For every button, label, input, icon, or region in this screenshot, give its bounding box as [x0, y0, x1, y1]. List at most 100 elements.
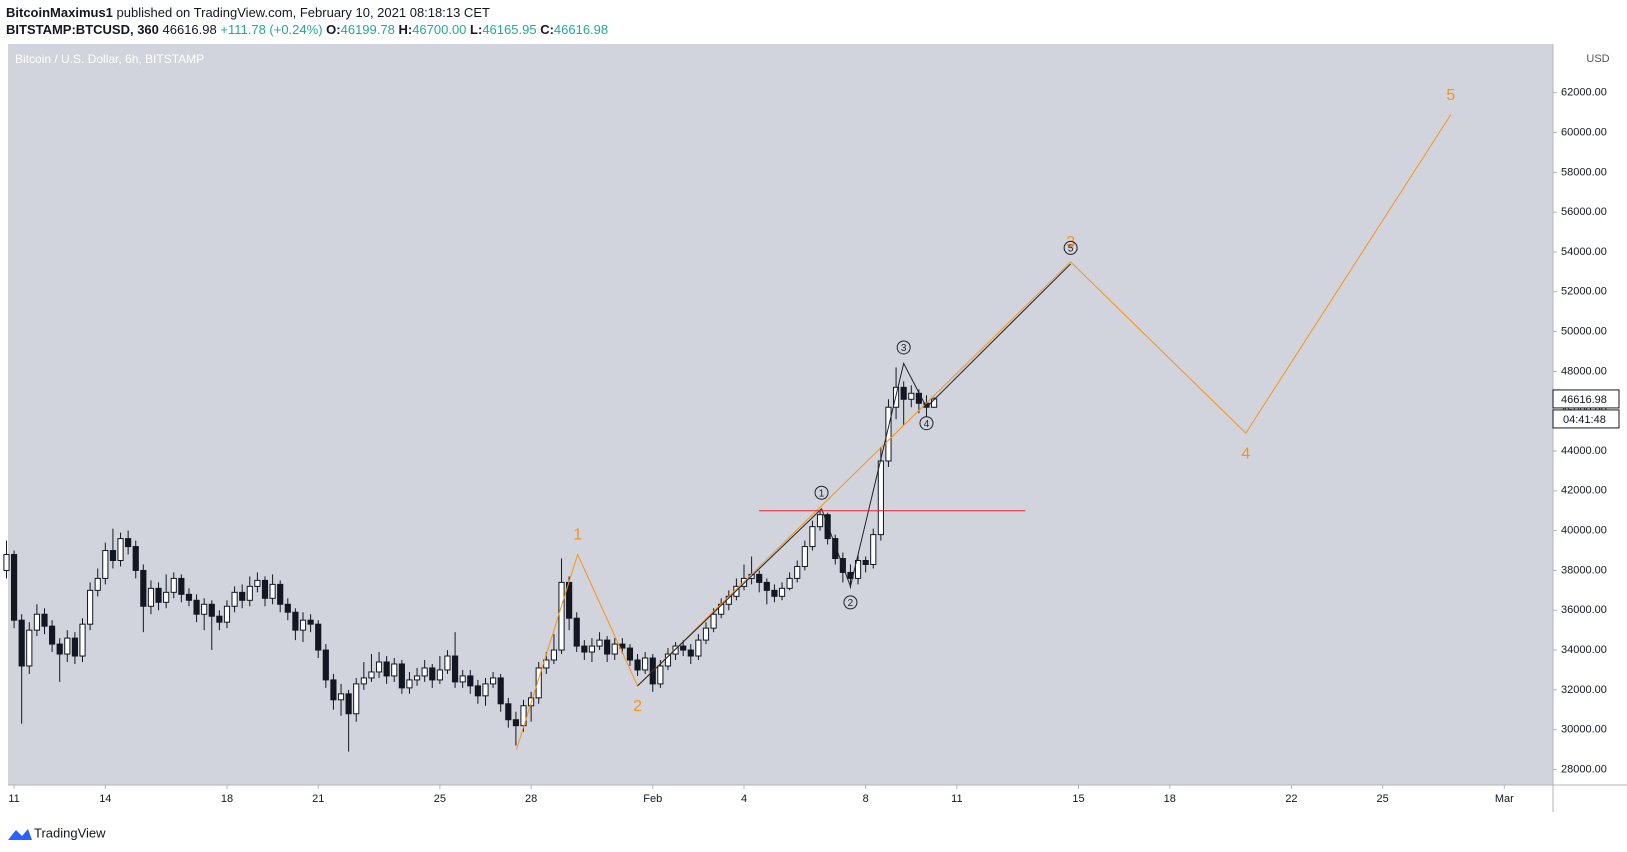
x-tick-label: 25: [434, 793, 446, 805]
candle: [353, 677, 360, 722]
candle-body: [512, 719, 519, 727]
candle-body: [854, 559, 862, 579]
x-tick-label: Feb: [643, 793, 662, 805]
candle-body: [710, 613, 717, 629]
y-tick-label: 62000.00: [1561, 87, 1607, 99]
y-tick-label: 32000.00: [1561, 684, 1607, 696]
publish-line: BitcoinMaximus1 published on TradingView…: [6, 4, 608, 21]
candle: [862, 556, 869, 573]
candle: [10, 550, 18, 629]
candle: [337, 683, 345, 716]
candle: [125, 530, 132, 555]
candle-body: [558, 581, 565, 651]
sub-wave: [637, 263, 1071, 687]
candle: [49, 620, 56, 653]
candle: [832, 534, 839, 565]
x-tick-label: 14: [99, 793, 111, 805]
candle-body: [49, 625, 56, 645]
candle-body: [239, 591, 246, 601]
candle-body: [459, 675, 466, 683]
candle: [307, 614, 314, 633]
candle-body: [18, 619, 25, 667]
candle: [497, 673, 504, 712]
candle-body: [330, 679, 337, 701]
candle-body: [870, 534, 877, 565]
candle-body: [626, 647, 634, 661]
candle-body: [185, 593, 193, 601]
candle-body: [877, 460, 884, 536]
last-price: 46616.98: [1561, 394, 1607, 406]
candle: [322, 644, 329, 688]
candle: [581, 640, 588, 661]
brand-logo: [8, 829, 32, 840]
candle: [657, 660, 664, 688]
footer: TradingView: [8, 825, 106, 840]
y-unit: USD: [1586, 53, 1609, 65]
candle-body: [535, 667, 542, 699]
candle: [459, 669, 466, 688]
candle: [163, 574, 170, 609]
candle: [512, 711, 519, 746]
brand: TradingView: [34, 825, 106, 840]
candle-body: [573, 617, 580, 647]
candle: [794, 560, 801, 583]
candle-body: [140, 569, 147, 607]
candle: [809, 520, 816, 551]
wave-label: 3: [1066, 234, 1075, 251]
candle: [254, 572, 261, 593]
candle-body: [345, 693, 352, 715]
candle-body: [809, 526, 816, 548]
candle: [201, 598, 208, 631]
candle: [132, 540, 139, 579]
y-tick-label: 28000.00: [1561, 763, 1607, 775]
candle: [292, 608, 299, 641]
wave-label: 1: [573, 527, 582, 544]
candle-body: [467, 675, 474, 687]
candle-body: [687, 649, 694, 657]
candle: [611, 638, 618, 661]
candle: [816, 510, 824, 531]
y-tick-label: 48000.00: [1561, 365, 1607, 377]
y-tick-label: 38000.00: [1561, 564, 1607, 576]
candle: [908, 385, 915, 408]
y-tick-label: 52000.00: [1561, 286, 1607, 298]
x-tick-label: 15: [1072, 793, 1084, 805]
candle: [702, 622, 710, 645]
candle-body: [398, 663, 405, 689]
sub-wave-label: 5: [1068, 244, 1074, 255]
candle: [208, 600, 215, 651]
candle: [56, 638, 63, 682]
candle: [155, 582, 162, 611]
candle: [398, 660, 405, 694]
candle: [94, 568, 101, 597]
candle: [550, 634, 558, 664]
y-tick-label: 56000.00: [1561, 206, 1607, 218]
candle-body: [611, 643, 618, 655]
candle-body: [634, 659, 641, 671]
candle: [246, 576, 253, 607]
candle-body: [474, 685, 481, 697]
candle-body: [3, 554, 10, 571]
candle-body: [216, 615, 223, 623]
candle-body: [885, 406, 892, 462]
candle: [482, 677, 489, 706]
candle: [315, 620, 322, 659]
y-tick-label: 34000.00: [1561, 644, 1607, 656]
candle: [429, 663, 436, 688]
y-tick-label: 36000.00: [1561, 604, 1607, 616]
candle-body: [193, 599, 200, 615]
candle: [931, 397, 938, 408]
candle: [687, 644, 694, 664]
candle-body: [931, 398, 938, 408]
candle-body: [64, 637, 71, 655]
candle: [231, 586, 238, 613]
countdown-tag: [1552, 409, 1620, 429]
wave-circle: [919, 416, 934, 431]
candle: [375, 652, 383, 678]
candle-body: [391, 663, 398, 677]
y-tick-label: 44000.00: [1561, 445, 1607, 457]
candle-body: [444, 655, 451, 671]
candle: [147, 580, 155, 615]
last-price-tag: [1552, 389, 1620, 409]
